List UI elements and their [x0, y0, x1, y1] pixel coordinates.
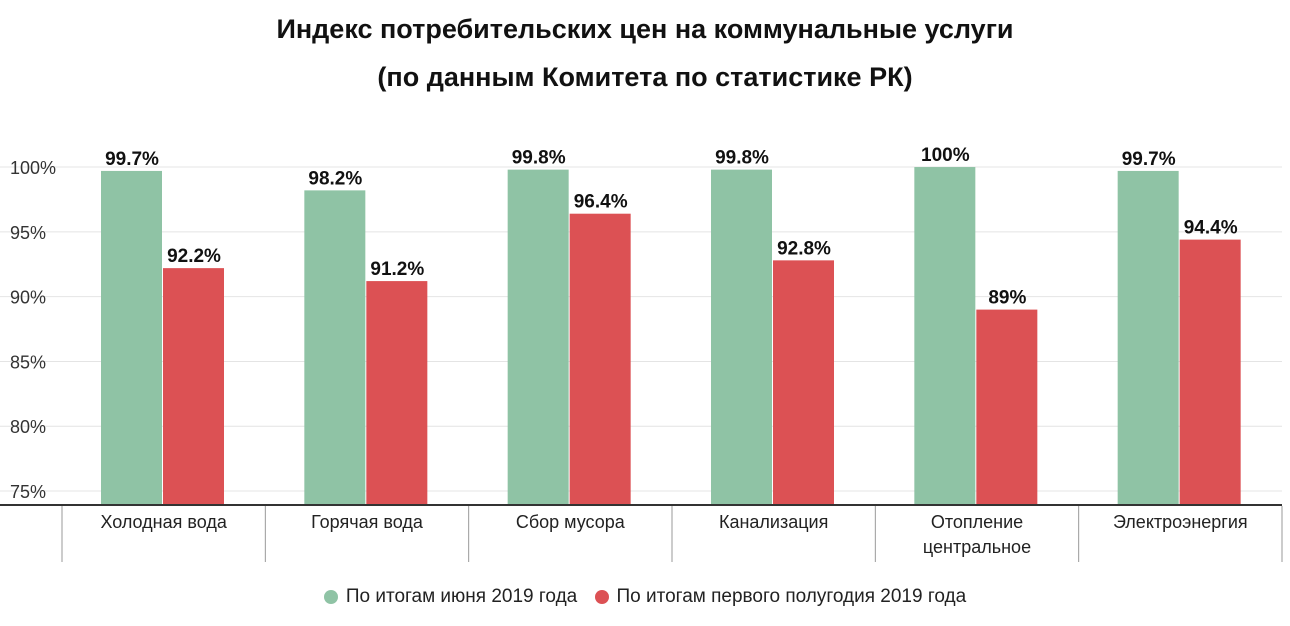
- y-tick-label: 95%: [10, 223, 46, 243]
- x-category-label: Канализация: [719, 512, 828, 532]
- legend-item-half-year: По итогам первого полугодия 2019 года: [594, 586, 967, 608]
- y-tick-label: 75%: [10, 482, 46, 502]
- data-label: 99.7%: [1122, 149, 1176, 170]
- x-category-label: Сбор мусора: [516, 512, 626, 532]
- legend-label-half-year: По итогам первого полугодия 2019 года: [616, 586, 967, 607]
- data-label: 99.8%: [512, 148, 566, 169]
- data-label: 99.8%: [715, 148, 769, 169]
- legend-label-june: По итогам июня 2019 года: [345, 586, 578, 607]
- y-tick-label: 90%: [10, 288, 46, 308]
- bar: [1179, 239, 1241, 504]
- bar: [711, 169, 772, 504]
- bar: [304, 190, 366, 505]
- data-label: 91.2%: [370, 259, 424, 280]
- y-tick-label: 100%: [10, 158, 56, 178]
- data-label: 98.2%: [308, 168, 362, 189]
- data-label: 92.8%: [777, 238, 831, 259]
- x-category-label: Горячая вода: [311, 512, 424, 532]
- legend-item-june: По итогам июня 2019 года: [323, 586, 578, 608]
- legend: По итогам июня 2019 года По итогам перво…: [0, 586, 1290, 610]
- y-tick-label: 80%: [10, 417, 46, 437]
- data-label: 96.4%: [574, 192, 628, 213]
- x-category-label: Электроэнергия: [1113, 512, 1248, 532]
- legend-swatch-half-year: [594, 590, 609, 604]
- y-tick-label: 85%: [10, 352, 46, 372]
- bar: [507, 169, 569, 504]
- bar: [914, 167, 976, 505]
- chart-subtitle: (по данным Комитета по статистике РК): [377, 62, 913, 92]
- bar: [569, 213, 631, 505]
- data-label: 94.4%: [1184, 218, 1238, 239]
- data-label: 92.2%: [167, 246, 221, 267]
- data-label: 100%: [921, 145, 970, 166]
- data-label: 89%: [988, 288, 1026, 309]
- x-category-label: центральное: [923, 537, 1031, 557]
- bar: [163, 268, 224, 504]
- bar: [366, 281, 428, 504]
- x-category-label: Холодная вода: [100, 512, 227, 532]
- x-category-label: Отопление: [931, 512, 1023, 532]
- bar: [1117, 170, 1179, 505]
- chart-title: Индекс потребительских цен на коммунальн…: [276, 14, 1014, 44]
- bar: [976, 309, 1038, 504]
- bar: [101, 170, 162, 505]
- bar: [773, 260, 834, 504]
- legend-swatch-june: [323, 590, 338, 604]
- data-label: 99.7%: [105, 149, 159, 170]
